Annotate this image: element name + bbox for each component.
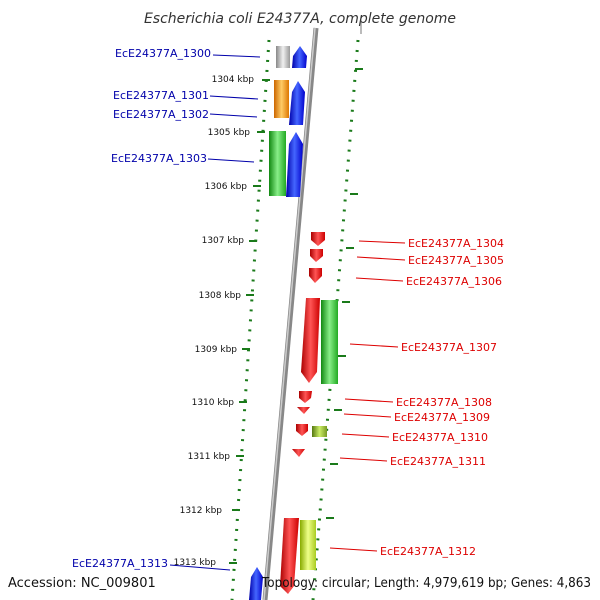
reverse-gene-labels: EcE24377A_1304 EcE24377A_1305 EcE24377A_… bbox=[380, 237, 504, 558]
cog-box-1301[interactable] bbox=[274, 80, 289, 118]
gene-label-1310[interactable]: EcE24377A_1310 bbox=[392, 431, 488, 444]
ruler-tick-labels: 1304 kbp 1305 kbp 1306 kbp 1307 kbp 1308… bbox=[174, 75, 255, 568]
genome-backbone-highlight bbox=[263, 27, 316, 600]
gene-arrow-1312[interactable] bbox=[280, 518, 299, 594]
reverse-genes bbox=[280, 232, 338, 594]
gene-label-1311[interactable]: EcE24377A_1311 bbox=[390, 455, 486, 468]
gene-label-1302[interactable]: EcE24377A_1302 bbox=[113, 108, 209, 121]
gene-arrow-1301-1302[interactable] bbox=[289, 81, 305, 125]
tick-label: 1311 kbp bbox=[188, 452, 231, 462]
gene-arrow-1307[interactable] bbox=[301, 298, 320, 383]
ruler-line-left bbox=[230, 39, 271, 600]
gene-label-1303[interactable]: EcE24377A_1303 bbox=[111, 152, 207, 165]
tick-label: 1304 kbp bbox=[212, 75, 255, 85]
tick-label: 1306 kbp bbox=[205, 182, 248, 192]
gene-label-1300[interactable]: EcE24377A_1300 bbox=[115, 47, 211, 60]
gene-arrow-1304[interactable] bbox=[311, 232, 325, 246]
tick-label: 1305 kbp bbox=[208, 128, 251, 138]
cog-box-1307[interactable] bbox=[321, 300, 338, 384]
tick-label: 1307 kbp bbox=[202, 236, 245, 246]
gene-label-1301[interactable]: EcE24377A_1301 bbox=[113, 89, 209, 102]
forward-gene-labels: EcE24377A_1300 EcE24377A_1301 EcE24377A_… bbox=[72, 47, 211, 570]
genome-band bbox=[238, 18, 360, 600]
genome-summary-text: Topology: circular; Length: 4,979,619 bp… bbox=[261, 576, 591, 591]
genome-backbone bbox=[262, 27, 319, 600]
tick-label: 1310 kbp bbox=[192, 398, 235, 408]
gene-label-1306[interactable]: EcE24377A_1306 bbox=[406, 275, 502, 288]
gene-label-1305[interactable]: EcE24377A_1305 bbox=[408, 254, 504, 267]
gene-arrow-1305[interactable] bbox=[310, 249, 323, 262]
tick-label: 1309 kbp bbox=[195, 345, 238, 355]
gene-arrow-1303[interactable] bbox=[286, 132, 303, 197]
gene-label-1313[interactable]: EcE24377A_1313 bbox=[72, 557, 168, 570]
cog-box-1312[interactable] bbox=[300, 520, 316, 570]
gene-arrow-1309[interactable] bbox=[297, 407, 310, 414]
tick-label: 1313 kbp bbox=[174, 558, 217, 568]
ruler-tick-marks bbox=[229, 68, 363, 564]
gene-label-1312[interactable]: EcE24377A_1312 bbox=[380, 545, 476, 558]
gene-arrow-1300[interactable] bbox=[292, 46, 307, 68]
cog-box-1300[interactable] bbox=[276, 46, 290, 68]
gene-arrow-1313[interactable] bbox=[249, 567, 263, 600]
forward-leader-lines bbox=[169, 54, 261, 571]
tick-label: 1308 kbp bbox=[199, 291, 242, 301]
cog-box-1310[interactable] bbox=[312, 426, 327, 437]
forward-genes bbox=[249, 46, 307, 600]
gene-arrow-1311[interactable] bbox=[292, 449, 305, 457]
gene-arrow-1308[interactable] bbox=[299, 391, 312, 403]
gene-label-1309[interactable]: EcE24377A_1309 bbox=[394, 411, 490, 424]
tick-label: 1312 kbp bbox=[180, 506, 223, 516]
gene-label-1308[interactable]: EcE24377A_1308 bbox=[396, 396, 492, 409]
cog-box-1303[interactable] bbox=[269, 131, 286, 196]
gene-arrow-1310[interactable] bbox=[296, 424, 308, 436]
gene-label-1304[interactable]: EcE24377A_1304 bbox=[408, 237, 504, 250]
gene-arrow-1306[interactable] bbox=[309, 268, 322, 283]
accession-text: Accession: NC_009801 bbox=[8, 576, 156, 591]
reverse-leader-lines bbox=[329, 240, 406, 552]
map-title: Escherichia coli E24377A, complete genom… bbox=[144, 11, 456, 27]
gene-label-1307[interactable]: EcE24377A_1307 bbox=[401, 341, 497, 354]
